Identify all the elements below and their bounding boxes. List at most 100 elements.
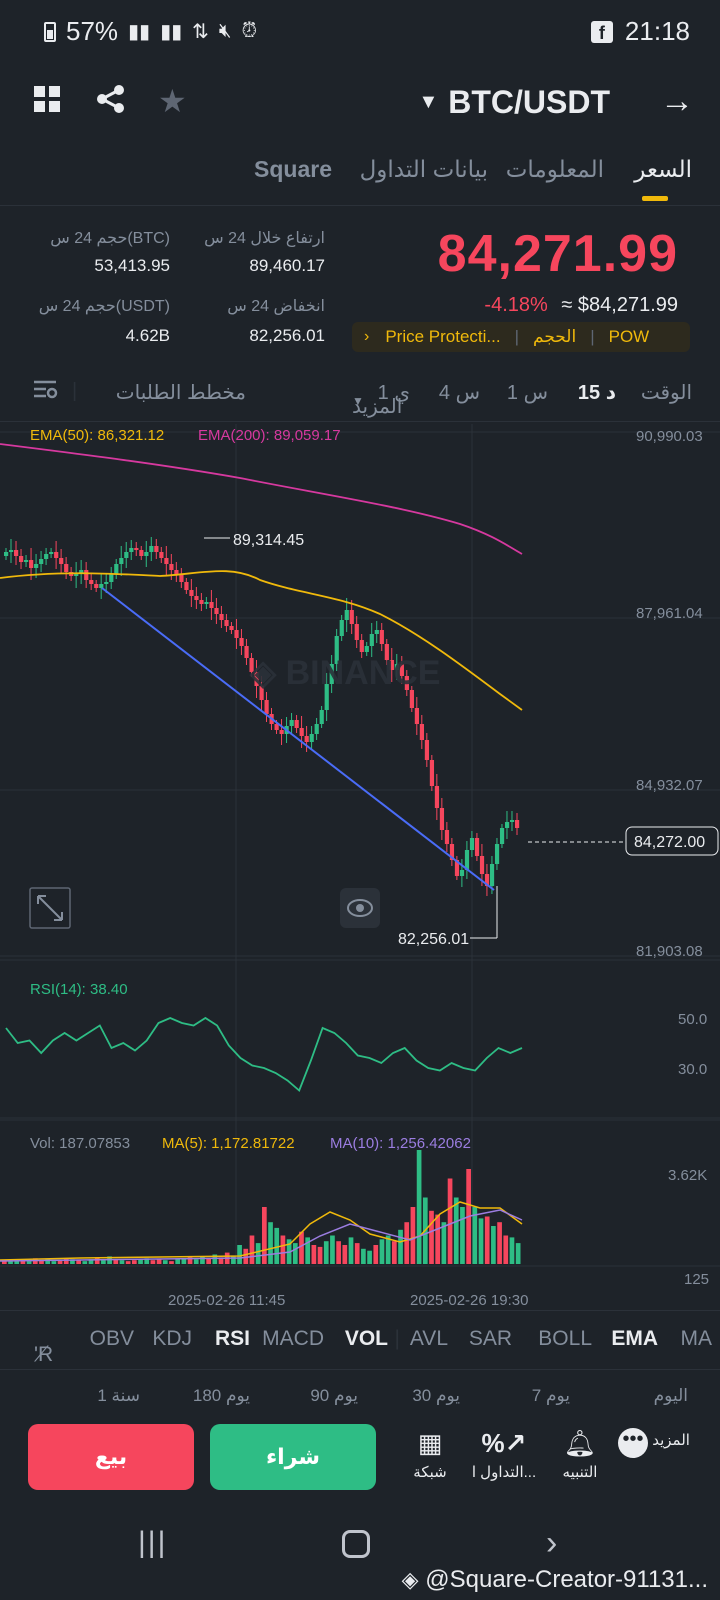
- grid-label: شبكة: [413, 1464, 447, 1481]
- ma5-label: MA(5): 1,172.81722: [162, 1135, 295, 1152]
- candle: [289, 720, 294, 726]
- grid-action[interactable]: ▦ شبكة: [390, 1428, 470, 1481]
- volume-bar: [453, 1197, 459, 1264]
- indicator-avl[interactable]: AVL: [409, 1327, 448, 1350]
- trading-bot-action[interactable]: %↗ التداول ا...: [464, 1428, 544, 1481]
- indicator-vol[interactable]: VOL: [344, 1327, 388, 1350]
- candle: [314, 724, 319, 734]
- volume-bar: [342, 1245, 348, 1264]
- range-30d[interactable]: 30 يوم: [412, 1386, 460, 1405]
- tf-depth-chart[interactable]: مخطط الطلبات: [115, 382, 246, 404]
- indicator-kdj[interactable]: KDJ: [152, 1327, 192, 1350]
- indicator-rsi[interactable]: RSI: [214, 1327, 250, 1350]
- candle: [339, 620, 344, 636]
- x-tick: 2025-02-26 19:30: [410, 1292, 528, 1309]
- volume-bar: [20, 1259, 26, 1264]
- grid-icon[interactable]: [34, 86, 60, 112]
- volume-bar: [138, 1259, 143, 1264]
- indicator-sar[interactable]: SAR: [468, 1327, 512, 1350]
- alert-action[interactable]: 🔔︎ التنبيه: [540, 1428, 620, 1481]
- back-arrow-icon[interactable]: →: [660, 82, 694, 120]
- candle: [239, 638, 244, 646]
- range-7d[interactable]: 7 يوم: [531, 1386, 570, 1405]
- indicator-boll[interactable]: BOLL: [538, 1327, 592, 1350]
- indicator-macd[interactable]: MACD: [262, 1327, 324, 1350]
- candle: [154, 546, 159, 552]
- tag-volume[interactable]: الحجم: [533, 327, 577, 346]
- range-today[interactable]: اليوم: [653, 1386, 688, 1405]
- buy-button[interactable]: شراء: [210, 1424, 376, 1490]
- more-dots-icon: •••: [618, 1428, 649, 1458]
- home-icon[interactable]: [342, 1530, 370, 1558]
- indicator-ma[interactable]: MA: [680, 1327, 713, 1350]
- volume-bar: [515, 1243, 521, 1264]
- candle: [84, 570, 89, 580]
- facebook-icon: f: [590, 20, 613, 43]
- y-tick: 81,903.08: [636, 943, 703, 960]
- price-chart[interactable]: ◈ BINANCE 89,314.45 82,256.01 84,272.00 …: [0, 424, 720, 1310]
- tf-time[interactable]: الوقت: [640, 382, 692, 404]
- chart-grid: [0, 424, 720, 1267]
- percent-arrow-icon: %↗: [481, 1428, 527, 1458]
- recent-apps-icon[interactable]: |||: [138, 1526, 168, 1559]
- tf-4h[interactable]: 4 س: [438, 382, 480, 404]
- volume-bar: [237, 1245, 242, 1264]
- back-icon[interactable]: ›: [546, 1524, 558, 1562]
- tf-1h[interactable]: 1 س: [506, 382, 548, 404]
- high-annotation: 89,314.45: [233, 532, 304, 549]
- candle: [229, 626, 234, 630]
- range-1y[interactable]: 1 سنة: [97, 1386, 140, 1405]
- candle: [354, 624, 359, 640]
- candle: [124, 552, 129, 558]
- volume-bar: [101, 1260, 106, 1264]
- volume-bar: [460, 1207, 465, 1264]
- volume-bar: [70, 1259, 75, 1264]
- tf-more-label: المزيد: [352, 396, 403, 418]
- volume-bar: [200, 1256, 205, 1264]
- tab-square[interactable]: Square: [254, 156, 332, 182]
- candle: [389, 660, 394, 670]
- eye-icon: [340, 888, 380, 928]
- candle: [14, 550, 19, 556]
- candle: [169, 564, 174, 570]
- volume-bar: [435, 1214, 441, 1264]
- volume-bar: [8, 1260, 13, 1264]
- tab-price[interactable]: السعر: [634, 156, 692, 182]
- indicator-ema[interactable]: EMA: [611, 1327, 658, 1350]
- creator-watermark: ◈ @Square-Creator-91131...: [402, 1566, 708, 1594]
- volume-bar: [249, 1235, 255, 1264]
- tag-arrow-icon[interactable]: ›: [364, 328, 370, 345]
- volume-bar: [472, 1207, 478, 1264]
- candle: [59, 558, 64, 564]
- candle: [74, 574, 79, 576]
- volume-bar: [255, 1243, 261, 1264]
- candle: [504, 822, 510, 828]
- vol-tick: 125: [684, 1271, 709, 1288]
- chart-settings-icon[interactable]: [32, 376, 58, 408]
- tf-1d[interactable]: 1 ي: [377, 382, 410, 404]
- range-180d[interactable]: 180 يوم: [192, 1386, 250, 1405]
- more-action[interactable]: ••• المزيد: [614, 1428, 694, 1462]
- indicator-obv[interactable]: OBV: [89, 1327, 134, 1350]
- tag-pow[interactable]: POW: [608, 327, 650, 346]
- tab-info[interactable]: المعلومات: [505, 156, 604, 182]
- volume-bar: [311, 1245, 317, 1264]
- candle: [334, 636, 339, 664]
- volume-bar: [57, 1260, 63, 1264]
- candle: [324, 684, 329, 710]
- tag-price-protection[interactable]: Price Protecti...: [385, 327, 501, 346]
- volume-bar: [484, 1216, 490, 1264]
- candle: [514, 820, 520, 828]
- candle: [149, 546, 154, 552]
- tf-15m[interactable]: 15 د: [577, 382, 616, 404]
- grid-chart-icon: ▦: [417, 1428, 443, 1458]
- sell-button[interactable]: بيع: [28, 1424, 194, 1490]
- pair-selector[interactable]: ▼ BTC/USDT: [418, 84, 610, 121]
- share-icon[interactable]: [96, 84, 126, 114]
- range-90d[interactable]: 90 يوم: [310, 1386, 358, 1405]
- tab-trading-data[interactable]: بيانات التداول: [359, 156, 488, 182]
- star-icon[interactable]: ★: [158, 83, 187, 119]
- fullscreen-icon: [29, 887, 71, 929]
- vol-usdt-label: حجم 24 س(USDT): [38, 298, 170, 315]
- volume-bar: [268, 1222, 273, 1264]
